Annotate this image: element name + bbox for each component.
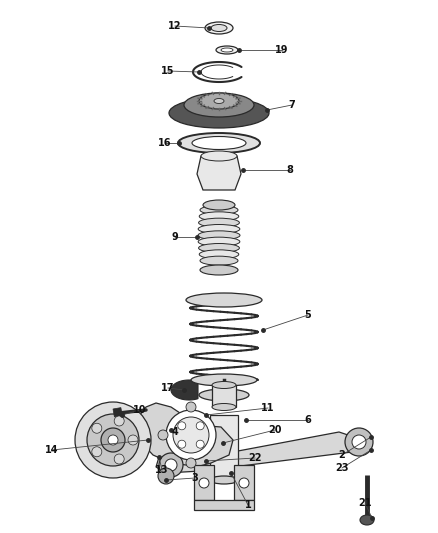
Ellipse shape	[201, 151, 237, 161]
Bar	[113, 408, 122, 417]
Text: 15: 15	[161, 66, 175, 76]
Ellipse shape	[186, 402, 196, 412]
Text: 14: 14	[45, 445, 59, 455]
Polygon shape	[197, 156, 241, 190]
Ellipse shape	[212, 382, 236, 389]
Text: 11: 11	[261, 403, 275, 413]
Text: 13: 13	[155, 465, 169, 475]
Circle shape	[92, 423, 102, 433]
Ellipse shape	[212, 403, 236, 410]
Ellipse shape	[198, 244, 240, 253]
Circle shape	[166, 410, 216, 460]
Bar	[194, 500, 254, 510]
Text: 6: 6	[304, 415, 311, 425]
Ellipse shape	[191, 374, 257, 386]
Text: 19: 19	[275, 45, 289, 55]
Circle shape	[159, 453, 183, 477]
Bar	[194, 465, 214, 500]
Circle shape	[114, 454, 124, 464]
Text: 9: 9	[172, 232, 178, 242]
Circle shape	[75, 402, 151, 478]
Ellipse shape	[199, 212, 239, 221]
Text: 7: 7	[289, 100, 295, 110]
Ellipse shape	[221, 48, 233, 52]
Polygon shape	[156, 432, 369, 473]
Text: 23: 23	[335, 463, 349, 473]
Text: 17: 17	[161, 383, 175, 393]
Text: 21: 21	[358, 498, 372, 508]
Ellipse shape	[200, 206, 238, 214]
Circle shape	[345, 428, 373, 456]
Ellipse shape	[184, 93, 254, 117]
Text: 5: 5	[304, 310, 311, 320]
Ellipse shape	[216, 46, 238, 54]
Ellipse shape	[158, 430, 168, 440]
Ellipse shape	[200, 265, 238, 275]
Ellipse shape	[199, 389, 249, 401]
Ellipse shape	[199, 93, 239, 109]
Circle shape	[158, 468, 174, 484]
Text: 3: 3	[192, 473, 198, 483]
Circle shape	[114, 416, 124, 426]
Ellipse shape	[186, 293, 262, 307]
Ellipse shape	[200, 256, 238, 265]
Text: 10: 10	[133, 405, 147, 415]
Circle shape	[101, 428, 125, 452]
Circle shape	[108, 435, 118, 445]
Bar	[212, 385, 236, 407]
Circle shape	[165, 459, 177, 471]
Ellipse shape	[169, 98, 269, 128]
Circle shape	[87, 414, 139, 466]
Circle shape	[199, 478, 209, 488]
Circle shape	[128, 435, 138, 445]
Ellipse shape	[210, 476, 238, 484]
Circle shape	[92, 447, 102, 457]
Ellipse shape	[198, 218, 240, 227]
Text: 12: 12	[168, 21, 182, 31]
Text: 2: 2	[339, 450, 346, 460]
Polygon shape	[131, 403, 233, 467]
Ellipse shape	[198, 237, 240, 246]
Text: 16: 16	[158, 138, 172, 148]
Ellipse shape	[186, 458, 196, 468]
Text: 1: 1	[245, 500, 251, 510]
Polygon shape	[171, 380, 198, 400]
Ellipse shape	[192, 136, 246, 149]
Bar	[234, 465, 254, 500]
Ellipse shape	[205, 22, 233, 34]
Ellipse shape	[199, 250, 239, 259]
Text: 22: 22	[248, 453, 262, 463]
Circle shape	[196, 440, 204, 448]
Ellipse shape	[198, 231, 240, 240]
Text: 4: 4	[172, 427, 178, 437]
Ellipse shape	[203, 200, 235, 210]
Bar	[210, 415, 238, 480]
Circle shape	[196, 422, 204, 430]
Text: 8: 8	[286, 165, 293, 175]
Ellipse shape	[211, 25, 227, 31]
Ellipse shape	[178, 133, 260, 153]
Ellipse shape	[360, 515, 374, 525]
Text: 20: 20	[268, 425, 282, 435]
Ellipse shape	[198, 224, 240, 233]
Circle shape	[178, 422, 186, 430]
Circle shape	[178, 440, 186, 448]
Circle shape	[173, 417, 209, 453]
Circle shape	[352, 435, 366, 449]
Circle shape	[239, 478, 249, 488]
Ellipse shape	[214, 99, 224, 103]
